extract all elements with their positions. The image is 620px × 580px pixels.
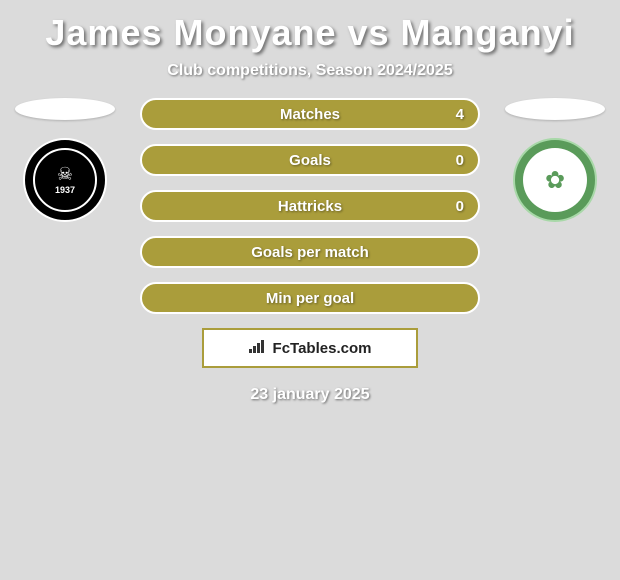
stat-value: 0 [456,152,464,169]
left-club-year: 1937 [55,185,75,195]
stat-label: Min per goal [266,290,354,307]
stat-label: Hattricks [278,198,342,215]
stat-label: Goals [289,152,331,169]
stat-label: Matches [280,106,340,123]
stats-card: James Monyane vs Manganyi Club competiti… [0,0,620,404]
chart-icon [249,339,267,358]
stat-value: 4 [456,106,464,123]
stat-bar-hattricks: Hattricks 0 [140,190,480,222]
stat-bar-matches: Matches 4 [140,98,480,130]
left-club-badge-inner: ☠ 1937 [33,148,97,212]
stat-label: Goals per match [251,244,369,261]
skull-icon: ☠ [57,165,73,183]
brand-badge[interactable]: FcTables.com [202,328,418,368]
stats-column: Matches 4 Goals 0 Hattricks 0 Goals per … [140,98,480,314]
rose-icon: ✿ [545,166,565,195]
subtitle: Club competitions, Season 2024/2025 [0,62,620,98]
brand-text: FcTables.com [273,340,372,357]
left-flag-icon [15,98,115,120]
stat-bar-goals-per-match: Goals per match [140,236,480,268]
left-club-badge: ☠ 1937 [23,138,107,222]
stat-bar-goals: Goals 0 [140,144,480,176]
left-player-col: ☠ 1937 [10,98,120,222]
right-player-col: ✿ [500,98,610,222]
stat-value: 0 [456,198,464,215]
right-club-badge: ✿ [513,138,597,222]
right-club-badge-inner: ✿ [523,148,587,212]
right-flag-icon [505,98,605,120]
date-text: 23 january 2025 [0,386,620,404]
page-title: James Monyane vs Manganyi [0,0,620,62]
main-row: ☠ 1937 Matches 4 Goals 0 Hattricks 0 Goa… [0,98,620,314]
stat-bar-min-per-goal: Min per goal [140,282,480,314]
